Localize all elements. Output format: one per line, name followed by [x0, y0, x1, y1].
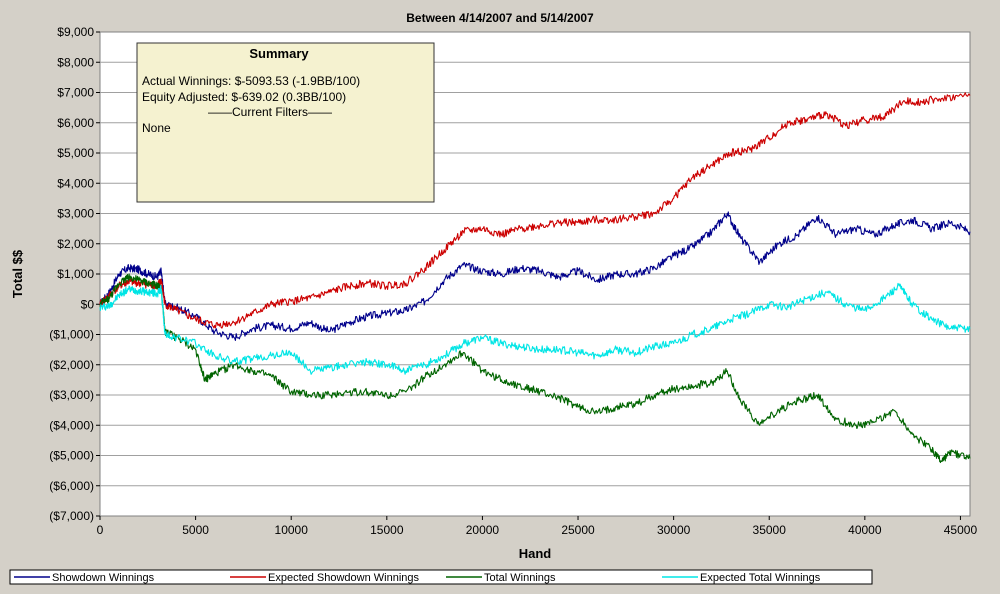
x-tick-label: 5000 [182, 523, 209, 537]
summary-box: Summary Actual Winnings: $-5093.53 (-1.9… [136, 42, 435, 203]
legend-label: Expected Total Winnings [700, 572, 821, 584]
y-tick-label: $1,000 [57, 267, 94, 281]
y-tick-label: ($5,000) [49, 449, 94, 463]
x-tick-label: 15000 [370, 523, 404, 537]
x-tick-label: 20000 [466, 523, 500, 537]
summary-filters-value: None [142, 121, 171, 135]
y-tick-label: ($6,000) [49, 479, 94, 493]
series-line-expected-total-winnings [99, 282, 971, 375]
x-tick-label: 30000 [657, 523, 691, 537]
series-line-total-winnings [99, 273, 971, 464]
y-axis-label: Total $$ [10, 249, 25, 298]
legend-label: Showdown Winnings [52, 572, 155, 584]
y-tick-label: $4,000 [57, 176, 94, 190]
y-tick-label: $6,000 [57, 116, 94, 130]
x-tick-label: 45000 [944, 523, 978, 537]
summary-equity-adjusted: Equity Adjusted: $-639.02 (0.3BB/100) [142, 90, 346, 104]
summary-title: Summary [249, 46, 309, 61]
y-tick-label: $3,000 [57, 207, 94, 221]
y-tick-label: $2,000 [57, 237, 94, 251]
y-tick-label: ($1,000) [49, 328, 94, 342]
y-tick-label: ($4,000) [49, 418, 94, 432]
y-tick-label: ($2,000) [49, 358, 94, 372]
summary-filters-heading: ——Current Filters—— [208, 105, 332, 119]
chart-title: Between 4/14/2007 and 5/14/2007 [406, 11, 594, 25]
y-tick-label: $7,000 [57, 86, 94, 100]
legend-items: Showdown Winnings Expected Showdown Winni… [14, 572, 821, 584]
legend-frame [9, 569, 873, 585]
x-tick-label: 40000 [848, 523, 882, 537]
legend: Showdown Winnings Expected Showdown Winni… [9, 569, 873, 585]
x-tick-label: 35000 [753, 523, 787, 537]
y-tick-label: $9,000 [57, 25, 94, 39]
summary-actual-winnings: Actual Winnings: $-5093.53 (-1.9BB/100) [142, 74, 360, 88]
y-tick-label: $5,000 [57, 146, 94, 160]
legend-label: Expected Showdown Winnings [268, 572, 420, 584]
x-tick-label: 0 [97, 523, 104, 537]
y-tick-label: ($7,000) [49, 509, 94, 523]
x-axis-ticks: 0 5000 10000 15000 20000 25000 30000 35000 40000… [97, 516, 978, 537]
series-lines [99, 92, 971, 464]
y-tick-label: $0 [81, 297, 95, 311]
y-tick-label: $8,000 [57, 55, 94, 69]
x-tick-label: 10000 [275, 523, 309, 537]
series-line-expected-showdown-winnings [99, 92, 971, 329]
legend-label: Total Winnings [484, 572, 556, 584]
x-tick-label: 25000 [561, 523, 595, 537]
x-axis-label: Hand [519, 546, 552, 561]
y-axis-ticks: $9,000 $8,000 $7,000 $6,000 $5,000 $4,000 $3,0… [49, 25, 100, 523]
summary-background [136, 42, 435, 203]
y-tick-label: ($3,000) [49, 388, 94, 402]
